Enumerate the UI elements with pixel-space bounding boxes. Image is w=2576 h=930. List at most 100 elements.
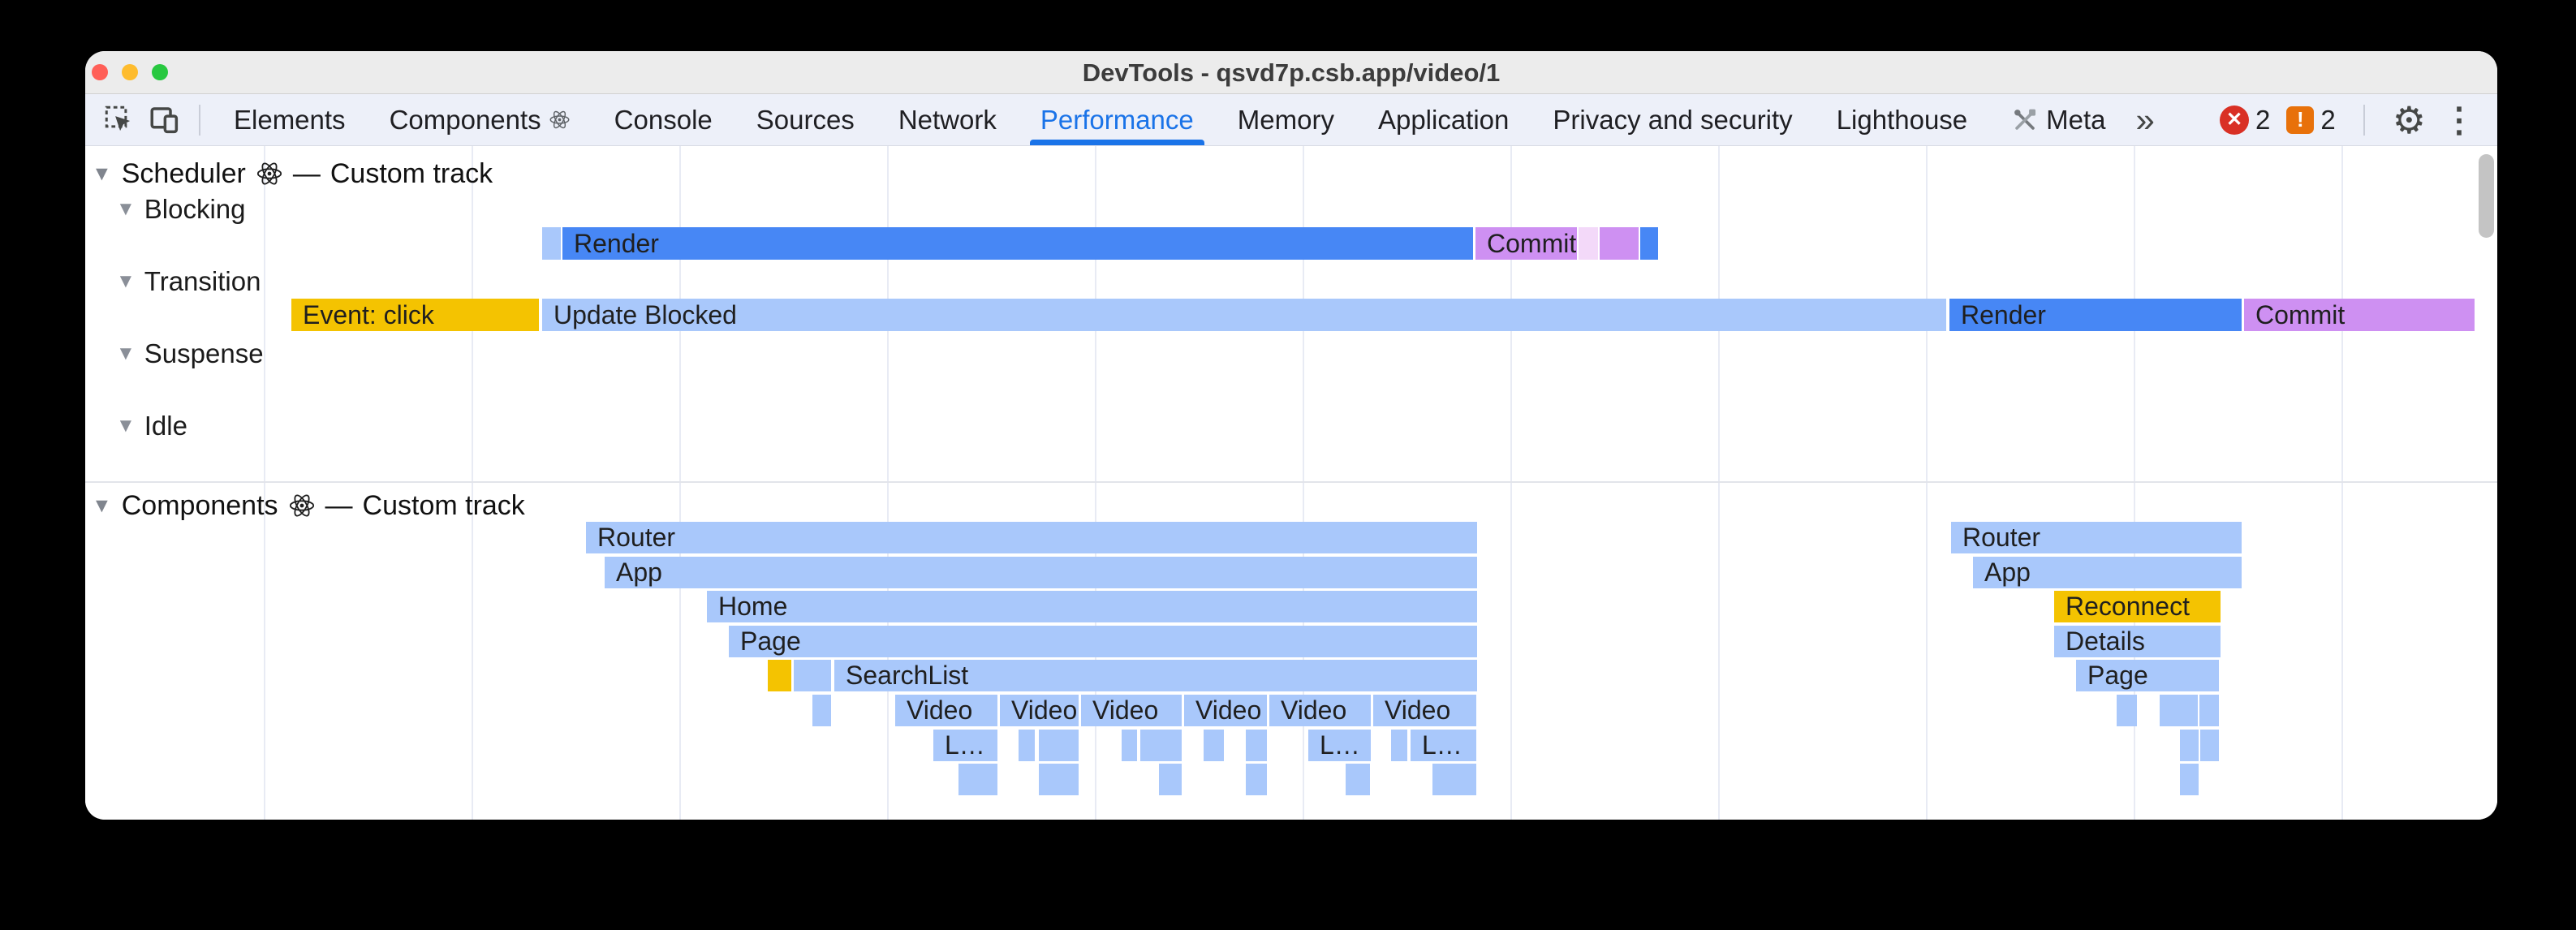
flame-bar-segment[interactable]	[958, 764, 997, 795]
flame-bar-page[interactable]: Page	[729, 626, 1477, 657]
kebab-menu-icon[interactable]: ⋮	[2442, 100, 2476, 139]
track-dash: —	[325, 489, 353, 521]
toolbar-right: ✕ 2 ! 2 ⚙ ⋮	[2220, 101, 2476, 139]
lane-label-idle[interactable]: ▼ Idle	[116, 411, 187, 441]
flame-bar-segment[interactable]	[1039, 730, 1079, 761]
minimize-button[interactable]	[122, 64, 138, 80]
flame-bar-segment[interactable]	[1039, 764, 1079, 795]
flame-bar-segment[interactable]	[1640, 227, 1658, 260]
flame-bar-segment[interactable]	[1391, 730, 1407, 761]
track-header-scheduler[interactable]: ▼ Scheduler — Custom track	[92, 158, 493, 189]
flame-bar-video[interactable]: Video	[895, 695, 997, 726]
toolbar-divider	[199, 104, 200, 136]
flame-bar-segment[interactable]	[2160, 695, 2198, 726]
flame-bar-commit[interactable]: Commit	[2244, 299, 2475, 331]
flame-bar-reconnect[interactable]: Reconnect	[2054, 591, 2221, 622]
react-atom-icon	[288, 492, 316, 519]
flame-bar-video[interactable]: Video	[1269, 695, 1371, 726]
tab-meta[interactable]: Meta	[1989, 94, 2127, 145]
flame-bar-segment[interactable]	[1122, 730, 1137, 761]
flame-bar-l-[interactable]: L…	[933, 730, 997, 761]
inspect-element-button[interactable]	[97, 97, 142, 143]
flame-bar-segment[interactable]	[2199, 695, 2219, 726]
device-toolbar-button[interactable]	[142, 97, 187, 143]
lane-label-suspense[interactable]: ▼ Suspense	[116, 338, 264, 368]
tab-lighthouse[interactable]: Lighthouse	[1815, 94, 1989, 145]
flame-bar-segment[interactable]	[2180, 764, 2199, 795]
flame-bar-home[interactable]: Home	[707, 591, 1477, 622]
settings-gear-icon[interactable]: ⚙	[2392, 98, 2426, 141]
flame-bar-segment[interactable]	[2200, 730, 2219, 761]
gridline	[264, 146, 265, 820]
flame-bar-update-blocked[interactable]: Update Blocked	[542, 299, 1946, 331]
flame-bar-l-[interactable]: L…	[1411, 730, 1476, 761]
error-badge[interactable]: ✕ 2	[2220, 105, 2270, 136]
flame-bar-page[interactable]: Page	[2076, 660, 2219, 691]
flame-bar-details[interactable]: Details	[2054, 626, 2221, 657]
gridline	[1718, 146, 1720, 820]
flame-bar-segment[interactable]	[812, 695, 831, 726]
panel-tabs: Elements Components Console Sources Network P…	[212, 94, 2128, 145]
flame-bar-segment[interactable]	[542, 227, 561, 260]
zoom-button[interactable]	[152, 64, 168, 80]
flame-bar-segment[interactable]	[1579, 227, 1598, 260]
track-header-components[interactable]: ▼ Components — Custom track	[92, 490, 525, 521]
tab-components[interactable]: Components	[368, 94, 592, 145]
gridline	[679, 146, 681, 820]
flame-bar-segment[interactable]	[1346, 764, 1370, 795]
tab-elements[interactable]: Elements	[212, 94, 368, 145]
flame-bar-segment[interactable]	[1246, 730, 1267, 761]
flame-bar-video[interactable]: Video	[1081, 695, 1182, 726]
tab-label: Meta	[2046, 104, 2106, 135]
tab-label: Console	[614, 104, 713, 135]
react-atom-icon	[549, 109, 571, 131]
flame-bar-segment[interactable]	[1204, 730, 1224, 761]
flame-bar-render[interactable]: Render	[562, 227, 1473, 260]
flame-bar-app[interactable]: App	[605, 557, 1477, 588]
flame-bar-app[interactable]: App	[1973, 557, 2242, 588]
close-button[interactable]	[92, 64, 108, 80]
tab-network[interactable]: Network	[877, 94, 1019, 145]
collapse-triangle-icon[interactable]: ▼	[116, 342, 136, 364]
flame-bar-video[interactable]: Video	[1000, 695, 1079, 726]
flame-bar-segment[interactable]	[2180, 730, 2199, 761]
tab-memory[interactable]: Memory	[1216, 94, 1356, 145]
flame-bar-segment[interactable]	[1140, 730, 1182, 761]
collapse-triangle-icon[interactable]: ▼	[116, 270, 136, 292]
collapse-triangle-icon[interactable]: ▼	[92, 161, 112, 185]
flame-bar-video[interactable]: Video	[1373, 695, 1476, 726]
collapse-triangle-icon[interactable]: ▼	[92, 493, 112, 517]
lane-label-blocking[interactable]: ▼ Blocking	[116, 194, 246, 224]
inspect-cursor-icon	[102, 103, 136, 137]
flame-bar-video[interactable]: Video	[1184, 695, 1267, 726]
lane-label-transition[interactable]: ▼ Transition	[116, 266, 261, 296]
collapse-triangle-icon[interactable]: ▼	[116, 198, 136, 220]
flame-bar-render[interactable]: Render	[1949, 299, 2242, 331]
gridline	[2134, 146, 2135, 820]
tab-sources[interactable]: Sources	[734, 94, 877, 145]
track-section-divider	[85, 481, 2497, 483]
flame-bar-segment[interactable]	[1019, 730, 1035, 761]
flame-bar-segment[interactable]	[1159, 764, 1182, 795]
collapse-triangle-icon[interactable]: ▼	[116, 415, 136, 437]
devtools-toolbar: Elements Components Console Sources Network P…	[85, 94, 2497, 146]
warning-badge[interactable]: ! 2	[2286, 105, 2336, 136]
vertical-scrollbar[interactable]	[2479, 154, 2494, 238]
flame-bar-segment[interactable]	[1246, 764, 1267, 795]
flame-bar-router[interactable]: Router	[586, 522, 1477, 553]
flame-bar-commit[interactable]: Commit	[1475, 227, 1577, 260]
tab-performance[interactable]: Performance	[1019, 94, 1216, 145]
flame-bar-l-[interactable]: L…	[1308, 730, 1371, 761]
flame-bar-segment[interactable]	[2117, 695, 2137, 726]
flame-bar-searchlist[interactable]: SearchList	[834, 660, 1477, 691]
flame-bar-segment[interactable]	[1432, 764, 1476, 795]
tab-privacy-and-security[interactable]: Privacy and security	[1531, 94, 1814, 145]
flame-bar-segment[interactable]	[1600, 227, 1639, 260]
flame-bar-segment[interactable]	[794, 660, 831, 691]
flame-bar-event-click[interactable]: Event: click	[291, 299, 539, 331]
more-tabs-chevron-icon[interactable]: »	[2135, 100, 2155, 139]
tab-application[interactable]: Application	[1356, 94, 1531, 145]
tab-console[interactable]: Console	[592, 94, 734, 145]
flame-bar-segment[interactable]	[768, 660, 791, 691]
flame-bar-router[interactable]: Router	[1951, 522, 2242, 553]
